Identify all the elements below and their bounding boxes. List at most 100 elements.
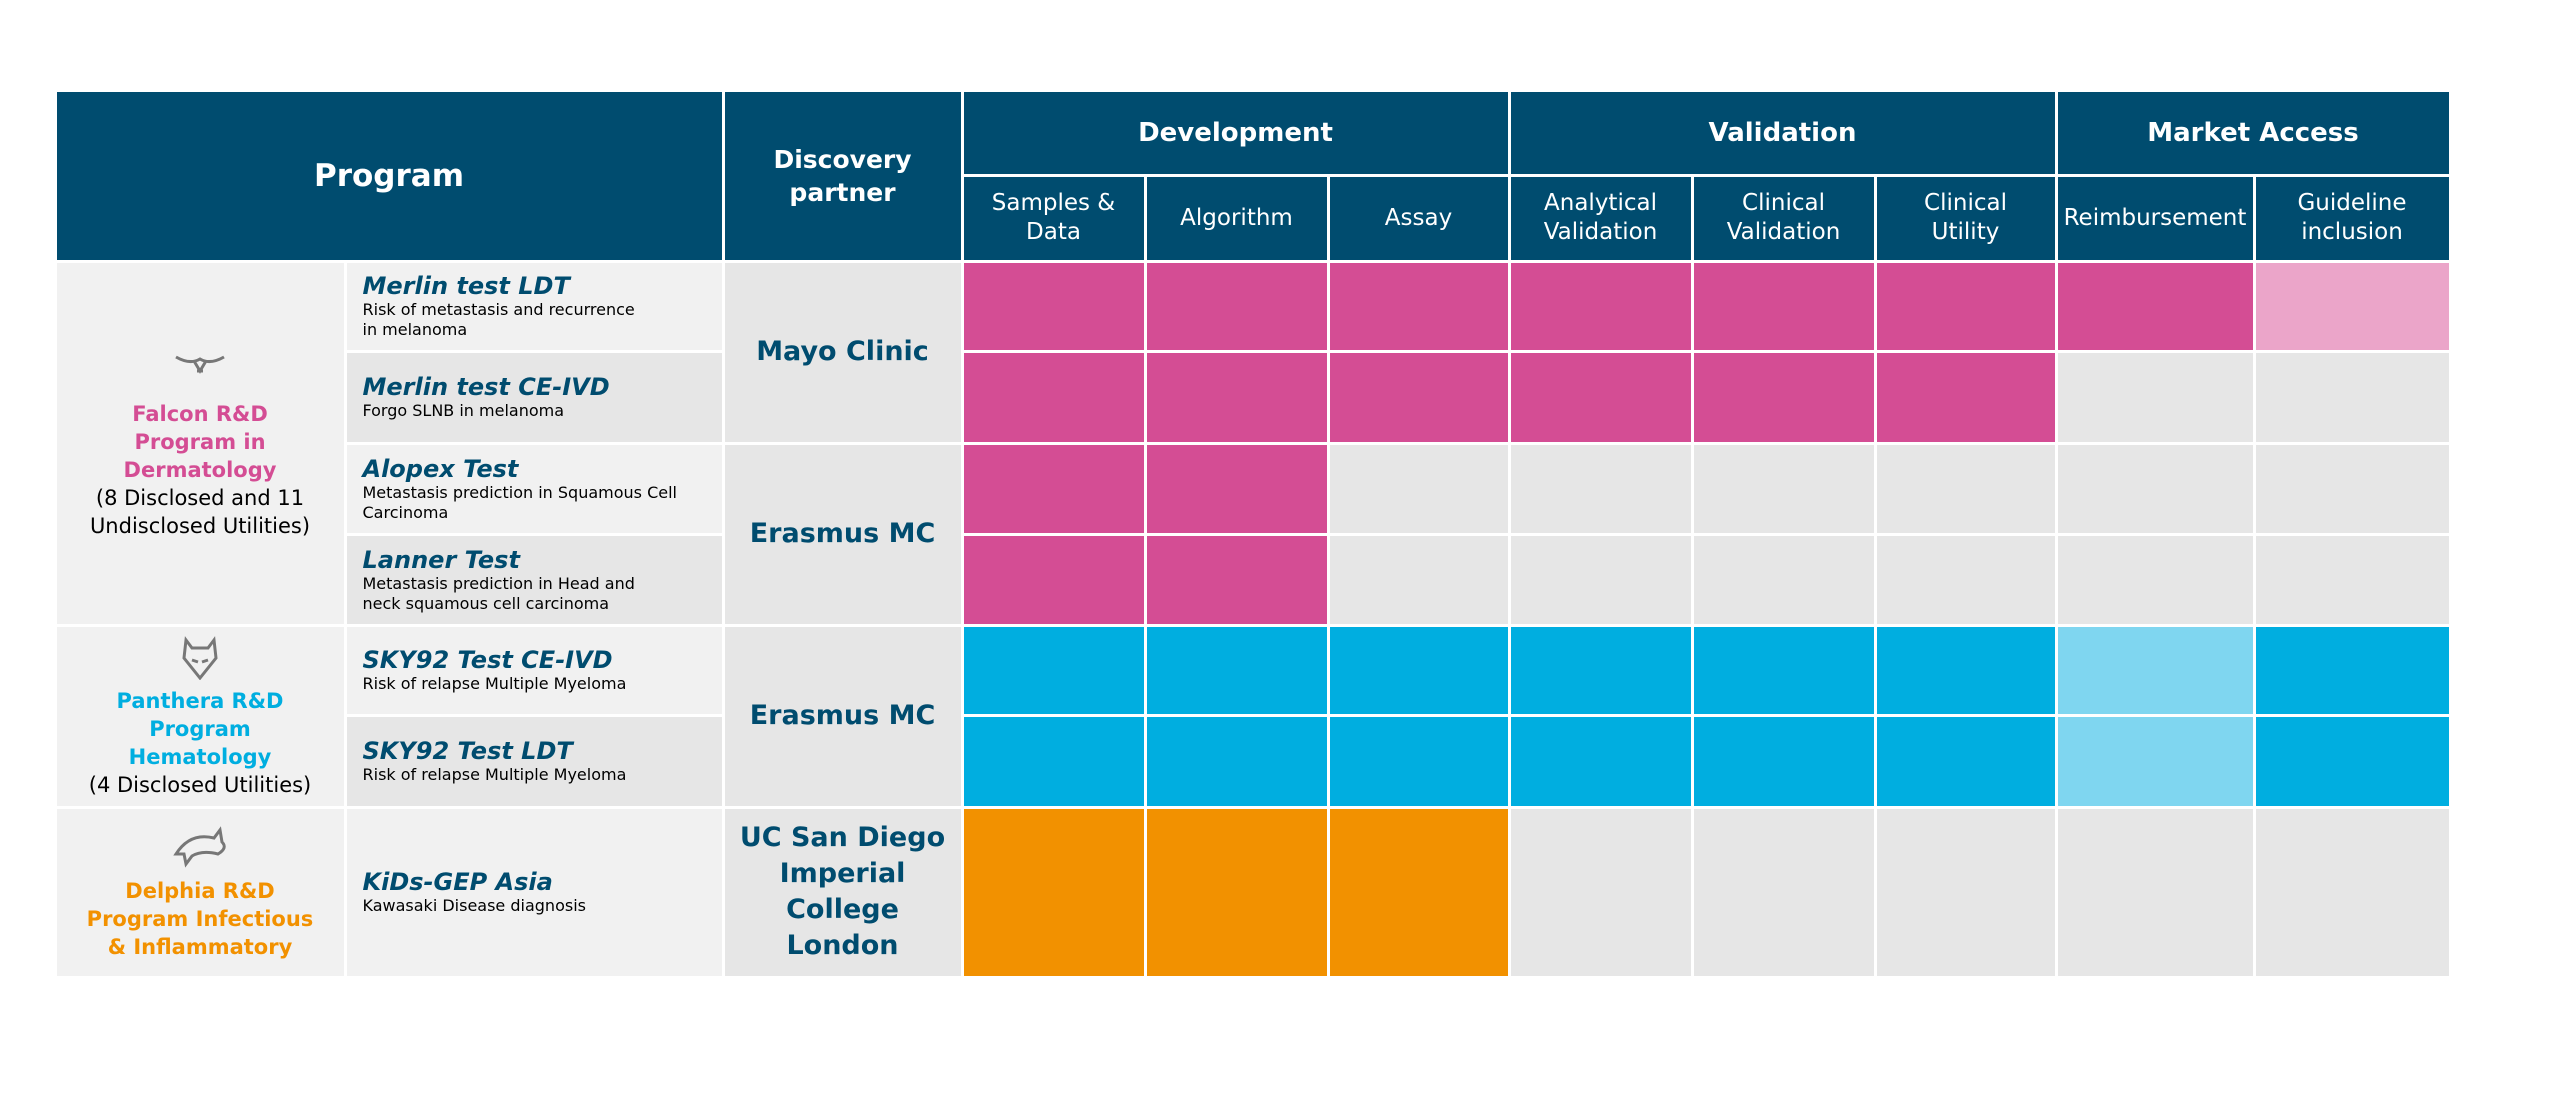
- step-name: Algorithm: [1180, 204, 1293, 231]
- partner-name: Erasmus MC: [749, 518, 936, 549]
- stage-cell: [1146, 808, 1327, 976]
- stage-cell: [2057, 808, 2253, 976]
- stage-cell: [1876, 262, 2055, 350]
- test-name: SKY92 Test LDT: [362, 737, 573, 765]
- stage-cell: [1329, 262, 1508, 350]
- stage-cell: [1510, 716, 1691, 806]
- test-description: Metastasis prediction in Head and neck s…: [362, 573, 635, 613]
- step-name: Clinical Validation: [1726, 190, 1841, 245]
- phase-header: Market Access: [2057, 91, 2449, 174]
- stage-cell: [1693, 352, 1874, 442]
- step-name: Analytical Validation: [1543, 190, 1658, 245]
- phase-header: Development: [963, 91, 1508, 174]
- test-description: Risk of relapse Multiple Myeloma: [362, 765, 627, 784]
- header-text: Program: [313, 157, 464, 194]
- stage-cell: [2255, 535, 2449, 624]
- stage-cell: [1510, 535, 1691, 624]
- stage-cell: [1510, 444, 1691, 533]
- step-header: Clinical Validation: [1693, 176, 1874, 260]
- program-name: Delphia R&D Program Infectious & Inflamm…: [86, 878, 314, 959]
- header-text: Discovery partner: [773, 144, 912, 207]
- partner-header: Discovery partner: [724, 91, 961, 260]
- program-icon: [170, 634, 230, 687]
- step-header: Analytical Validation: [1510, 176, 1691, 260]
- stage-cell: [2057, 352, 2253, 442]
- stage-cell: [2057, 444, 2253, 533]
- stage-cell: [1693, 808, 1874, 976]
- step-header: Reimbursement: [2057, 176, 2253, 260]
- stage-cell: [1329, 716, 1508, 806]
- program-header: Program: [56, 91, 722, 260]
- partner-cell: Mayo Clinic: [724, 262, 961, 442]
- test-name: Lanner Test: [362, 545, 520, 574]
- program-note: (4 Disclosed Utilities): [88, 772, 312, 797]
- stage-cell: [1146, 352, 1327, 442]
- stage-cell: [1876, 444, 2055, 533]
- stage-cell: [1146, 444, 1327, 533]
- stage-cell: [2057, 262, 2253, 350]
- step-name: Reimbursement: [2063, 204, 2247, 231]
- stage-cell: [963, 262, 1144, 350]
- step-name: Guideline inclusion: [2297, 190, 2407, 245]
- step-header: Algorithm: [1146, 176, 1327, 260]
- program-cell: Falcon R&D Program in Dermatology (8 Disc…: [56, 262, 344, 624]
- stage-cell: [1146, 535, 1327, 624]
- test-name: Merlin test LDT: [362, 272, 570, 300]
- stage-cell: [2255, 262, 2449, 350]
- partner-cell: Erasmus MC: [724, 626, 961, 806]
- step-name: Assay: [1384, 204, 1453, 231]
- stage-cell: [963, 444, 1144, 533]
- stage-cell: [1329, 352, 1508, 442]
- stage-cell: [1510, 626, 1691, 714]
- stage-cell: [2255, 444, 2449, 533]
- test-description: Forgo SLNB in melanoma: [362, 401, 565, 420]
- stage-cell: [2057, 716, 2253, 806]
- step-header: Assay: [1329, 176, 1508, 260]
- test-cell: Alopex Test Metastasis prediction in Squa…: [346, 444, 722, 533]
- step-name: Samples & Data: [991, 190, 1116, 245]
- test-description: Risk of metastasis and recurrence in mel…: [362, 300, 635, 339]
- test-cell: Merlin test CE-IVD Forgo SLNB in melanoma: [346, 352, 722, 442]
- step-header: Guideline inclusion: [2255, 176, 2449, 260]
- stage-cell: [1876, 352, 2055, 442]
- stage-cell: [1329, 444, 1508, 533]
- test-description: Risk of relapse Multiple Myeloma: [362, 674, 627, 693]
- program-cell: Panthera R&D Program Hematology (4 Disclo…: [56, 626, 344, 806]
- stage-cell: [1329, 535, 1508, 624]
- phase-name: Market Access: [2147, 117, 2359, 148]
- test-description: Kawasaki Disease diagnosis: [362, 896, 586, 915]
- test-cell: Merlin test LDT Risk of metastasis and re…: [346, 262, 722, 350]
- program-note: (8 Disclosed and 11 Undisclosed Utilitie…: [89, 485, 311, 538]
- program-name: Panthera R&D Program Hematology: [116, 688, 284, 769]
- stage-cell: [2057, 626, 2253, 714]
- stage-cell: [2255, 808, 2449, 976]
- stage-cell: [963, 626, 1144, 714]
- step-name: Clinical Utility: [1924, 190, 2007, 245]
- partner-cell: Erasmus MC: [724, 444, 961, 624]
- stage-cell: [1693, 626, 1874, 714]
- program-icon: [170, 824, 230, 877]
- test-cell: SKY92 Test LDT Risk of relapse Multiple M…: [346, 716, 722, 806]
- stage-cell: [2255, 716, 2449, 806]
- stage-cell: [1693, 444, 1874, 533]
- stage-cell: [1876, 716, 2055, 806]
- step-header: Samples & Data: [963, 176, 1144, 260]
- test-cell: Lanner Test Metastasis prediction in Head…: [346, 535, 722, 624]
- test-name: KiDs-GEP Asia: [362, 868, 553, 896]
- phase-header: Validation: [1510, 91, 2055, 174]
- stage-cell: [1146, 716, 1327, 806]
- test-name: SKY92 Test CE-IVD: [362, 646, 613, 674]
- stage-cell: [1510, 808, 1691, 976]
- stage-cell: [1146, 626, 1327, 714]
- stage-cell: [1693, 716, 1874, 806]
- stage-cell: [1876, 535, 2055, 624]
- test-cell: SKY92 Test CE-IVD Risk of relapse Multipl…: [346, 626, 722, 714]
- stage-cell: [1693, 535, 1874, 624]
- step-header: Clinical Utility: [1876, 176, 2055, 260]
- stage-cell: [2255, 626, 2449, 714]
- stage-cell: [1876, 626, 2055, 714]
- stage-cell: [2057, 535, 2253, 624]
- test-name: Alopex Test: [362, 454, 519, 483]
- partner-name: Erasmus MC: [749, 700, 936, 731]
